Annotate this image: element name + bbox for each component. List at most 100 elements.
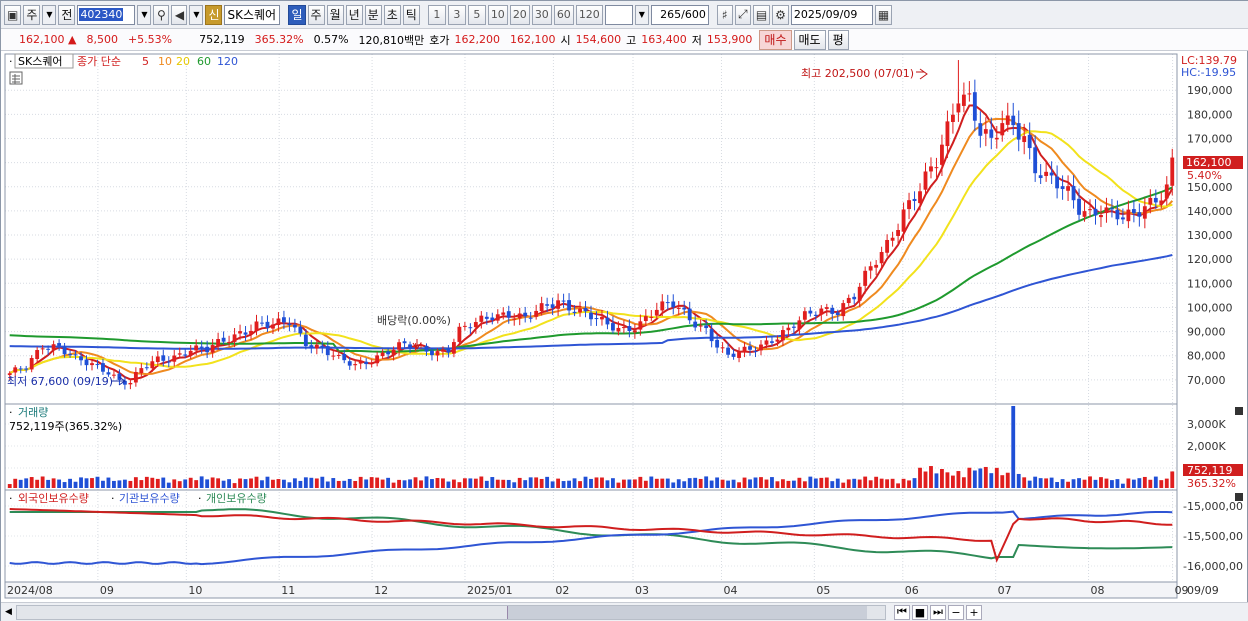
tab-year[interactable]: 년 — [345, 4, 363, 25]
chevron-down-icon[interactable]: ▼ — [42, 4, 57, 25]
candle-body — [336, 354, 341, 356]
holding-close-icon[interactable] — [1235, 493, 1243, 501]
candle-body — [753, 350, 758, 352]
speaker-icon[interactable]: ◀ — [171, 4, 188, 25]
buy-button[interactable]: 매수 — [759, 29, 792, 50]
volume-bar — [451, 479, 456, 488]
candle-body — [128, 382, 133, 385]
prev-button[interactable]: 전 — [58, 4, 76, 25]
candle-body — [589, 312, 593, 320]
candle-body — [342, 353, 347, 361]
interval-5[interactable]: 5 — [467, 4, 486, 25]
search-icon[interactable]: ⚲ — [153, 4, 170, 25]
zoom-in-icon[interactable]: + — [965, 604, 982, 620]
interval-10[interactable]: 10 — [487, 4, 508, 25]
candle-body — [391, 349, 396, 356]
scroll-left-icon[interactable]: ◀ — [5, 607, 12, 617]
legend-institution[interactable]: 기관보유수량 — [119, 492, 180, 505]
candle-body — [79, 356, 83, 361]
zoom-out-icon[interactable]: − — [947, 604, 964, 620]
tab-day[interactable]: 일 — [288, 4, 306, 25]
legend-individual[interactable]: 개인보유수량 — [206, 492, 267, 505]
candle-body — [287, 323, 292, 326]
volume-close-icon[interactable] — [1235, 407, 1243, 415]
save-icon[interactable]: ▤ — [752, 4, 771, 25]
low-label: 저 — [691, 33, 702, 47]
period-type-button[interactable]: 주 — [23, 4, 41, 25]
candle-body — [73, 354, 78, 356]
volume-bar — [221, 480, 226, 488]
volume-bar — [473, 478, 478, 488]
interval-custom-input[interactable] — [604, 4, 633, 25]
price-tick-label: 190,000 — [1187, 84, 1233, 97]
tab-minute[interactable]: 분 — [364, 4, 382, 25]
interval-30[interactable]: 30 — [531, 4, 552, 25]
month-label: 03 — [635, 584, 649, 597]
speaker-dropdown-icon[interactable]: ▼ — [189, 4, 204, 25]
interval-120[interactable]: 120 — [575, 4, 603, 25]
scroll-track[interactable] — [15, 604, 886, 620]
candle-body — [166, 361, 171, 363]
stock-name-field[interactable]: SK스퀘어 — [224, 4, 281, 25]
volume-bar — [106, 477, 111, 488]
interval-20[interactable]: 20 — [509, 4, 530, 25]
volume-bar — [885, 479, 890, 488]
chart-area[interactable]: · SK스퀘어 종가 단순 5 10 20 60 120 LC:139.79 H… — [1, 51, 1248, 602]
date-input[interactable]: 2025/09/09 — [790, 4, 873, 25]
candle-body — [731, 353, 736, 357]
volume-rate: 365.32% — [254, 33, 304, 46]
volume-bar — [446, 481, 451, 488]
legend-name-box[interactable] — [14, 53, 74, 69]
candle-body — [797, 320, 802, 330]
scroll-last-icon[interactable]: ⏭ — [929, 604, 946, 620]
scroll-thumb[interactable] — [506, 605, 867, 619]
volume-bar — [139, 480, 144, 488]
volume-bar — [824, 477, 829, 488]
eval-button[interactable]: 평 — [827, 29, 849, 50]
interval-3[interactable]: 3 — [447, 4, 466, 25]
low-arrow-icon — [111, 376, 126, 386]
volume-title[interactable]: 거래량 — [18, 406, 48, 419]
volume-last-rate: 365.32% — [1187, 477, 1236, 490]
candle-body — [748, 346, 752, 350]
volume-bar — [1088, 476, 1092, 488]
legend-ma-title[interactable]: 종가 단순 — [77, 55, 121, 68]
candle-type-icon[interactable]: ♯ — [716, 4, 733, 25]
candle-body — [298, 326, 303, 334]
table-toggle-icon[interactable] — [9, 71, 23, 85]
candle-body — [408, 344, 412, 349]
volume-bar — [698, 478, 703, 488]
candle-body — [1060, 186, 1065, 190]
view-count-input[interactable]: 265/600 — [650, 4, 709, 25]
scroll-first-icon[interactable]: ⏮ — [893, 604, 910, 620]
open-price: 154,600 — [575, 33, 622, 46]
interval-dropdown-icon[interactable]: ▼ — [634, 4, 649, 25]
gear-icon[interactable]: ⚙ — [772, 4, 789, 25]
volume-bar — [155, 478, 160, 488]
scroll-stop-icon[interactable]: ■ — [911, 604, 928, 620]
tab-week[interactable]: 주 — [307, 4, 325, 25]
candle-body — [643, 316, 648, 322]
tab-month[interactable]: 월 — [326, 4, 344, 25]
volume-bar — [172, 479, 177, 488]
interval-1[interactable]: 1 — [427, 4, 446, 25]
volume-bar — [282, 479, 286, 488]
month-label: 12 — [374, 584, 388, 597]
stock-code-input[interactable]: 402340 — [77, 4, 136, 25]
draw-tool-icon[interactable]: ⤢ — [734, 4, 751, 25]
candle-body — [490, 317, 495, 320]
calendar-icon[interactable]: ▦ — [874, 4, 893, 25]
volume-bar — [501, 479, 506, 488]
change-rate: +5.53% — [127, 33, 173, 46]
candle-body — [1159, 200, 1164, 204]
tab-second[interactable]: 초 — [383, 4, 401, 25]
code-dropdown-icon[interactable]: ▼ — [137, 4, 152, 25]
sell-button[interactable]: 매도 — [793, 29, 826, 50]
layout-icon[interactable]: ▣ — [4, 4, 22, 25]
legend-foreign[interactable]: 외국인보유수량 — [18, 492, 89, 505]
volume-bar — [731, 479, 736, 488]
tab-tick[interactable]: 틱 — [402, 4, 420, 25]
interval-60[interactable]: 60 — [553, 4, 574, 25]
legend-ma-120: 120 — [217, 55, 238, 68]
volume-bar — [600, 477, 604, 488]
